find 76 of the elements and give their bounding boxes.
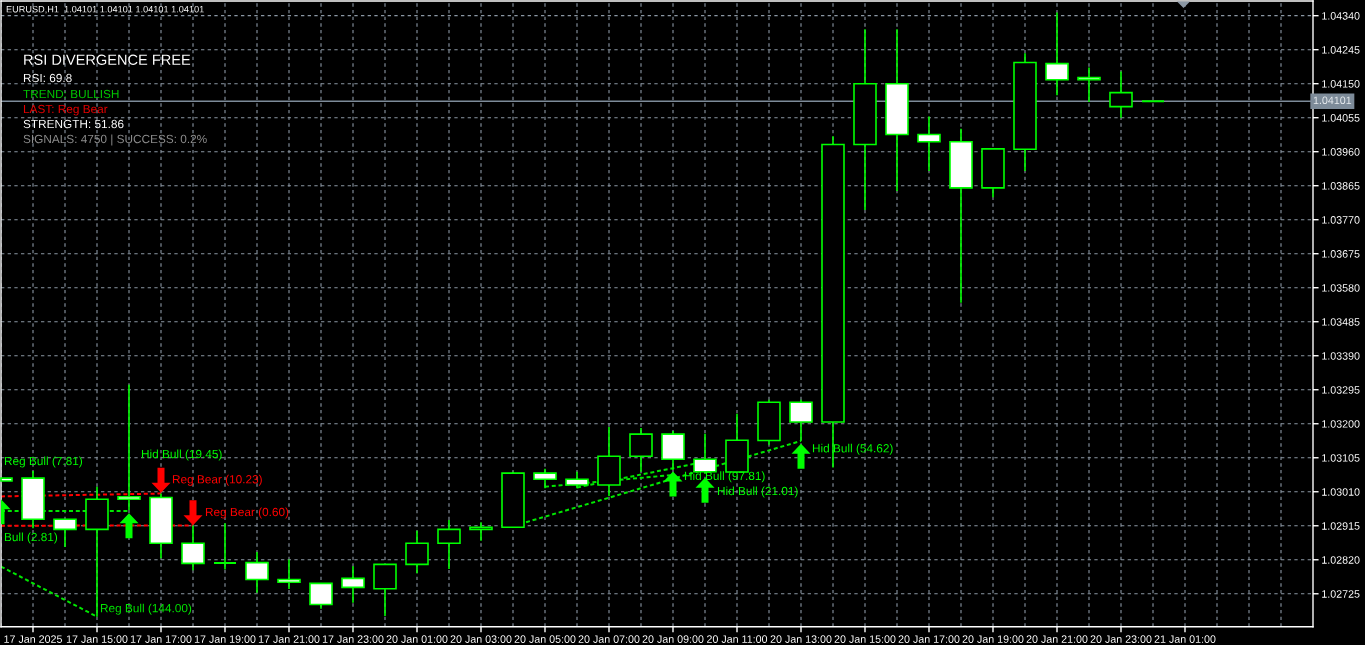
- x-tick-label: 17 Jan 19:00: [194, 635, 256, 643]
- y-tick-label: 1.03770: [1322, 216, 1360, 224]
- annotation: Reg Bear (0.60): [205, 507, 289, 519]
- y-tick-label: 1.03485: [1322, 318, 1360, 326]
- annotation: Hid Bull (97.81): [684, 471, 765, 483]
- ref-line-label: 1.04101: [1313, 96, 1352, 105]
- y-tick-label: 1.04055: [1322, 114, 1360, 122]
- candlestick: [405, 529, 429, 575]
- y-tick-label: 1.03010: [1322, 488, 1360, 496]
- x-tick-label: 20 Jan 03:00: [450, 635, 512, 643]
- x-tick-label: 20 Jan 15:00: [834, 635, 896, 643]
- y-tick-label: 1.04150: [1322, 80, 1360, 88]
- annotation: Hid Bull (19.45): [141, 449, 222, 461]
- y-tick-label: 1.03390: [1322, 352, 1360, 360]
- x-tick-label: 20 Jan 07:00: [578, 635, 640, 643]
- y-tick-label: 1.03675: [1322, 250, 1360, 258]
- x-tick-label: 20 Jan 21:00: [1026, 635, 1088, 643]
- candlestick: [213, 522, 237, 571]
- annotation: Hid Bull (21.01): [717, 486, 798, 498]
- candlestick: [309, 582, 333, 610]
- annotation: TREND: BULLISH: [23, 89, 119, 99]
- annotation: SIGNALS: 4750 | SUCCESS: 0.2%: [23, 134, 207, 146]
- candlestick: [789, 398, 813, 442]
- candlestick: [469, 521, 493, 542]
- x-tick-label: 20 Jan 23:00: [1090, 635, 1152, 643]
- annotation: Reg Bear (10.23): [172, 474, 262, 486]
- y-tick-label: 1.02725: [1322, 590, 1360, 598]
- point: [183, 500, 203, 526]
- x-tick-label: 17 Jan 2025: [4, 635, 62, 643]
- annotation: STRENGTH: 51.86: [23, 119, 124, 129]
- candlestick: [277, 558, 301, 590]
- candlestick: [1141, 100, 1165, 103]
- x-tick-label: 20 Jan 19:00: [962, 635, 1024, 643]
- x-tick-label: 20 Jan 05:00: [514, 635, 576, 643]
- chart-title: EURUSD,H1 1.04101 1.04101 1.04101 1.04101: [6, 5, 204, 14]
- point: [663, 471, 683, 497]
- annotation: RSI: 69.8: [23, 73, 72, 83]
- y-tick-label: 1.03295: [1322, 386, 1360, 394]
- point: [791, 443, 811, 469]
- candlestick: [1077, 66, 1101, 103]
- annotation: Reg Bull (144.00): [100, 603, 192, 615]
- y-tick-label: 1.02820: [1322, 556, 1360, 564]
- candlestick: [629, 427, 653, 473]
- y-tick-label: 1.03865: [1322, 182, 1360, 190]
- candlestick: [437, 519, 461, 570]
- x-tick-label: 20 Jan 11:00: [707, 635, 768, 643]
- x-tick-label: 17 Jan 23:00: [322, 635, 384, 643]
- y-tick-label: 1.03960: [1322, 148, 1360, 156]
- point: [151, 467, 171, 493]
- candlestick: [117, 383, 141, 511]
- x-tick-label: 20 Jan 13:00: [770, 635, 832, 643]
- y-tick-label: 1.03580: [1322, 284, 1360, 292]
- candlestick: [917, 115, 941, 172]
- annotation: Hid Bull (54.62): [812, 443, 893, 455]
- y-tick-label: 1.03105: [1322, 454, 1360, 462]
- x-tick-label: 21 Jan 01:00: [1154, 635, 1216, 643]
- candlestick: [341, 565, 365, 604]
- x-tick-label: 17 Jan 15:00: [66, 635, 128, 643]
- annotation: LAST: Reg Bear: [23, 104, 108, 116]
- y-tick-label: 1.04340: [1322, 12, 1360, 20]
- candlestick: [533, 468, 557, 489]
- y-tick-label: 1.02915: [1322, 522, 1360, 530]
- x-tick-label: 17 Jan 17:00: [130, 635, 192, 643]
- x-tick-label: 20 Jan 17:00: [898, 635, 960, 643]
- x-tick-label: 17 Jan 21:00: [258, 635, 320, 643]
- annotation: Reg Bull (7.81): [4, 456, 83, 468]
- annotation: Bull (2.81): [4, 532, 58, 544]
- candlestick: [1045, 11, 1069, 96]
- candlestick: [245, 551, 269, 594]
- y-tick-label: 1.03200: [1322, 420, 1360, 428]
- point: [119, 513, 139, 539]
- x-tick-label: 20 Jan 01:00: [386, 635, 448, 643]
- y-tick-label: 1.04245: [1322, 46, 1360, 54]
- text: RSI DIVERGENCE FREE: [24, 54, 191, 65]
- candlestick: [1109, 70, 1133, 119]
- x-tick-label: 20 Jan 09:00: [642, 635, 704, 643]
